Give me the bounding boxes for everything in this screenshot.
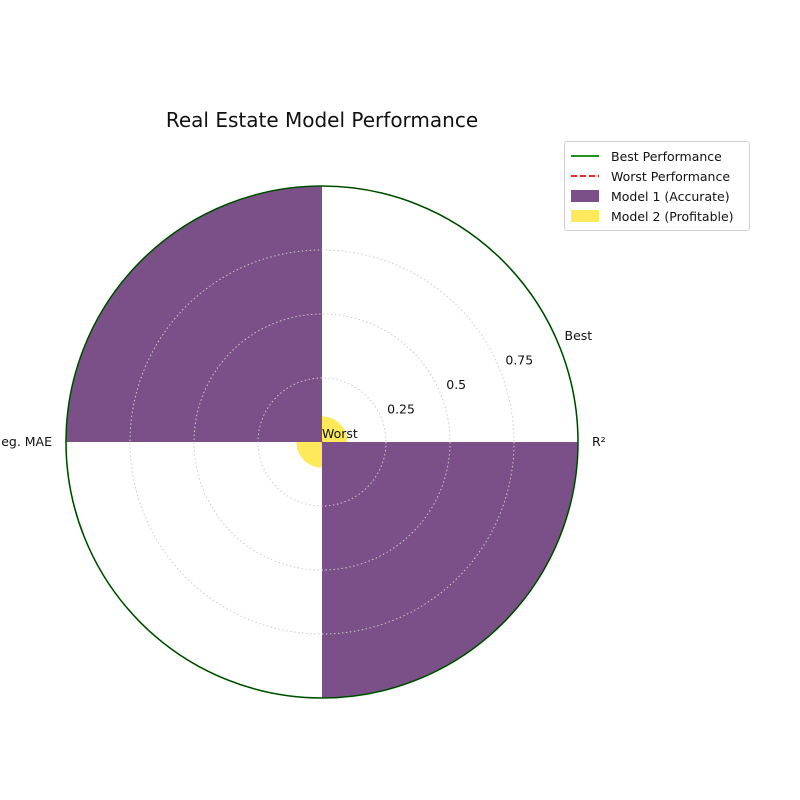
reference-line — [321, 441, 323, 443]
polar-frame — [65, 185, 579, 699]
legend: Best Performance Worst Performance Model… — [564, 141, 750, 231]
bar-wedge — [322, 416, 348, 442]
radial-tick-label: 0.5 — [446, 377, 466, 392]
legend-item: Model 1 (Accurate) — [571, 186, 743, 206]
grid-circle — [193, 313, 451, 571]
legend-item: Best Performance — [571, 146, 743, 166]
legend-label: Best Performance — [611, 148, 722, 164]
legend-swatch — [571, 190, 599, 202]
legend-item: Worst Performance — [571, 166, 743, 186]
legend-swatch — [571, 210, 599, 222]
category-label: R² — [592, 434, 606, 449]
bar-wedge — [322, 442, 578, 698]
radial-tick-label: Best — [565, 328, 593, 343]
bar-wedge — [66, 186, 322, 442]
radial-tick-label: 0.75 — [505, 353, 533, 368]
legend-swatch — [571, 170, 599, 182]
chart-title: Real Estate Model Performance — [166, 108, 478, 132]
legend-swatch — [571, 150, 599, 162]
legend-label: Worst Performance — [611, 168, 731, 184]
legend-item: Model 2 (Profitable) — [571, 206, 743, 226]
radial-tick-label: Worst — [322, 426, 358, 441]
legend-label: Model 2 (Profitable) — [611, 208, 734, 224]
category-label: Neg. MAE — [0, 434, 52, 449]
radial-tick-label: 0.25 — [387, 402, 415, 417]
grid-circle — [257, 377, 387, 507]
bar-wedge — [296, 442, 322, 468]
legend-label: Model 1 (Accurate) — [611, 188, 730, 204]
grid-circle — [129, 249, 515, 635]
